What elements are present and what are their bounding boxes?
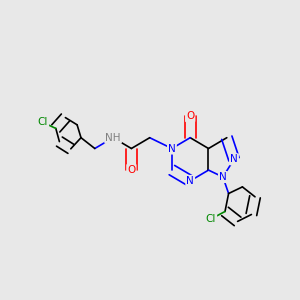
Text: N: N [186,176,194,186]
Text: N: N [230,154,238,164]
Text: NH: NH [105,133,121,143]
Text: N: N [168,143,176,154]
Text: Cl: Cl [206,214,216,224]
Text: N: N [219,172,227,182]
Text: O: O [127,165,136,175]
Text: Cl: Cl [38,117,48,128]
Text: O: O [186,111,194,121]
